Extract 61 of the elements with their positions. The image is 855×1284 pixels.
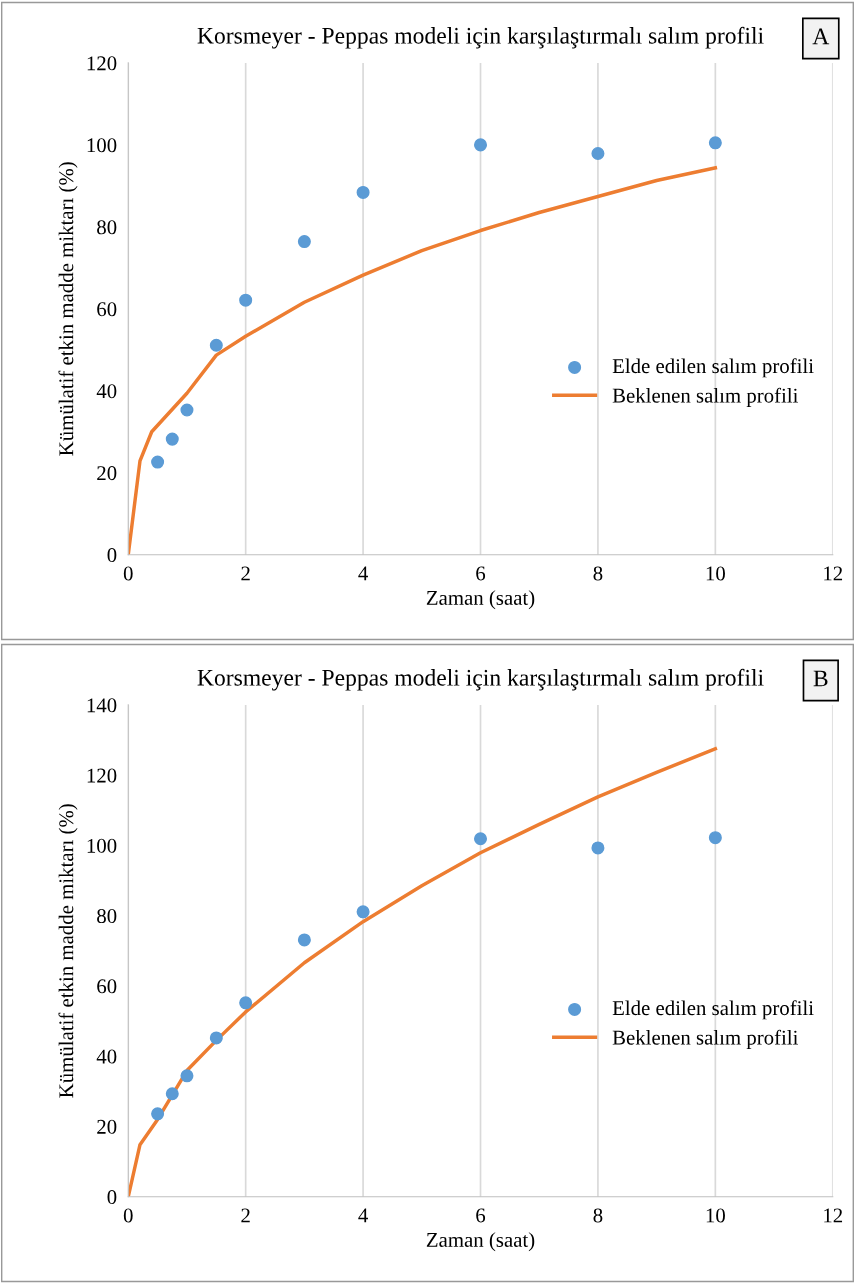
y-tick-label: 0	[107, 1190, 117, 1205]
point	[239, 293, 253, 307]
x-tick-label: 10	[706, 566, 725, 581]
x-tick-label: 6	[476, 566, 486, 581]
point	[151, 1107, 165, 1121]
y-tick-label: 40	[96, 1049, 117, 1064]
legend-label: Beklenen salım profili	[612, 1029, 799, 1049]
y-axis-title: Kümülatif etkin madde miktarı (%)	[58, 804, 78, 1098]
x-tick-label: 8	[593, 1208, 603, 1223]
x-tick-label: 12	[824, 1208, 843, 1223]
x-tick-label: 4	[358, 566, 368, 581]
legend-label: Elde edilen salım profili	[612, 358, 814, 378]
text: B	[813, 670, 828, 687]
point	[474, 832, 488, 846]
point	[474, 138, 488, 152]
point	[356, 185, 370, 199]
x-tick-label: 0	[123, 1208, 133, 1223]
y-tick-label: 120	[87, 56, 117, 71]
point	[708, 136, 722, 150]
x-axis-title: Zaman (saat)	[426, 590, 535, 610]
x-tick-label: 6	[476, 1208, 486, 1223]
y-tick-label: 80	[97, 220, 117, 235]
point	[165, 432, 179, 446]
point	[297, 235, 311, 249]
y-tick-label: 20	[97, 1119, 117, 1134]
x-tick-label: 8	[593, 566, 603, 581]
x-tick-label: 2	[241, 1208, 250, 1223]
x-tick-label: 0	[123, 566, 133, 581]
y-tick-label: 60	[97, 979, 117, 994]
y-tick-label: 140	[87, 698, 117, 713]
x-tick-label: 10	[706, 1208, 725, 1223]
y-axis-title: Kümülatif etkin madde miktarı (%)	[58, 162, 78, 456]
point	[356, 905, 370, 919]
y-tick-label: 100	[87, 138, 117, 153]
x-axis-title: Zaman (saat)	[426, 1232, 535, 1252]
chart-title: Korsmeyer - Peppas modeli için karşılaştırmalı salım profili	[197, 668, 764, 691]
point	[239, 996, 253, 1010]
y-tick-label: 0	[107, 548, 117, 563]
point	[708, 831, 722, 845]
point	[209, 1031, 223, 1045]
point	[297, 933, 311, 947]
chart-title: Korsmeyer - Peppas modeli için karşılaştırmalı salım profili	[197, 26, 764, 49]
y-tick-label: 100	[87, 838, 117, 853]
text: A	[812, 28, 830, 45]
point	[591, 146, 605, 160]
y-tick-label: 60	[97, 302, 117, 317]
point	[180, 1069, 194, 1083]
x-tick-label: 2	[241, 566, 250, 581]
point	[209, 338, 223, 352]
point	[591, 841, 605, 855]
y-tick-label: 80	[97, 909, 117, 924]
legend-label: Beklenen salım profili	[612, 387, 799, 407]
point	[165, 1087, 179, 1101]
point	[151, 455, 165, 469]
y-tick-label: 20	[97, 466, 117, 481]
legend-label: Elde edilen salım profili	[612, 1000, 814, 1020]
y-tick-label: 120	[87, 768, 117, 783]
x-tick-label: 12	[824, 566, 843, 581]
x-tick-label: 4	[358, 1208, 368, 1223]
point	[180, 403, 194, 417]
y-tick-label: 40	[96, 384, 117, 399]
